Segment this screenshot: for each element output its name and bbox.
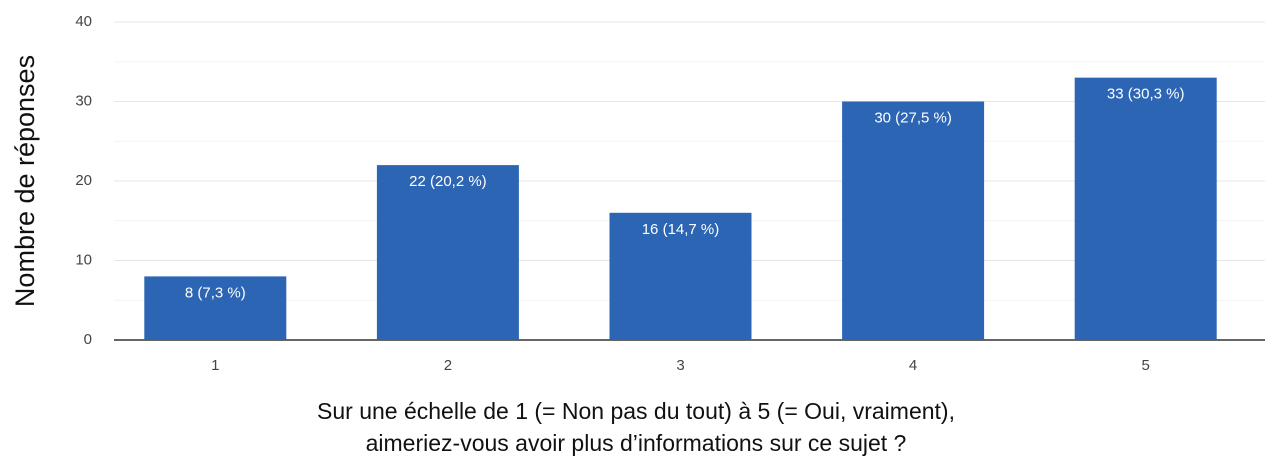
value-label: 16 (14,7 %) — [642, 221, 720, 238]
bar — [609, 212, 752, 340]
value-label: 33 (30,3 %) — [1107, 86, 1185, 103]
x-tick-label: 2 — [444, 357, 452, 374]
x-tick-label: 1 — [211, 357, 219, 374]
y-tick-label: 30 — [75, 92, 92, 109]
x-tick-label: 3 — [676, 357, 684, 374]
value-label: 22 (20,2 %) — [409, 173, 487, 190]
x-tick-label: 4 — [909, 357, 917, 374]
x-axis-label: Sur une échelle de 1 (= Non pas du tout)… — [317, 398, 955, 424]
bar — [842, 101, 985, 340]
y-tick-label: 0 — [84, 331, 92, 348]
value-label: 8 (7,3 %) — [185, 284, 246, 301]
x-tick-label: 5 — [1142, 357, 1150, 374]
bar — [376, 165, 519, 340]
bar — [1074, 77, 1217, 341]
y-tick-label: 20 — [75, 172, 92, 189]
y-tick-label: 10 — [75, 251, 92, 268]
value-label: 30 (27,5 %) — [874, 109, 952, 126]
x-axis-label: aimeriez-vous avoir plus d’informations … — [366, 430, 907, 456]
y-axis-label: Nombre de réponses — [10, 55, 40, 307]
y-tick-label: 40 — [75, 13, 92, 30]
bar — [144, 276, 287, 340]
